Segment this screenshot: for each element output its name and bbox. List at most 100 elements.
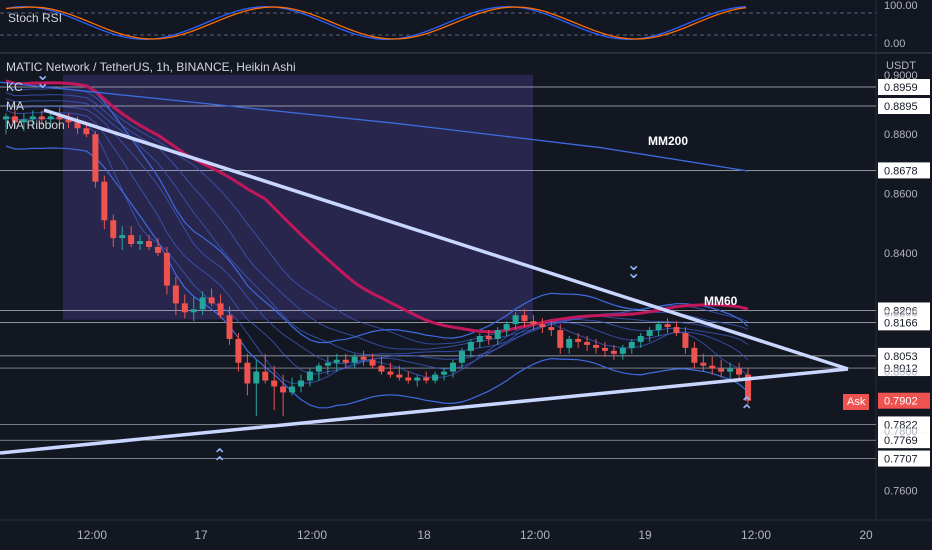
- y-tick-label: 0.8400: [884, 248, 918, 260]
- x-tick-label: 12:00: [77, 528, 107, 542]
- price-level-label: 0.8053: [884, 351, 918, 363]
- candle-body: [119, 235, 126, 239]
- candle: [727, 362, 734, 381]
- candle-body: [289, 386, 296, 393]
- candle-body: [405, 377, 412, 381]
- indicator-ma-ribbon[interactable]: MA Ribbon: [6, 118, 65, 132]
- candle-body: [745, 374, 751, 401]
- candle: [280, 374, 287, 417]
- candle-body: [485, 336, 492, 339]
- chevron-down-icon: ⌄ ⌄: [36, 67, 50, 92]
- ask-price-label: 0.7902: [884, 396, 918, 408]
- ma-ribbon-line: [5, 86, 749, 345]
- highlight-zone: [63, 74, 533, 320]
- candle-body: [476, 336, 483, 342]
- upper-trendline: [43, 108, 849, 371]
- candle: [682, 327, 689, 354]
- indicator-ma[interactable]: MA: [6, 99, 24, 113]
- candle-body: [700, 362, 707, 366]
- mm200-annotation: MM200: [648, 134, 689, 148]
- candle: [467, 338, 474, 357]
- candle: [494, 327, 501, 345]
- stoch-d-line: [5, 6, 747, 40]
- candle-body: [271, 380, 278, 387]
- ask-price-box: [878, 392, 930, 409]
- candle-body: [512, 315, 519, 325]
- candle: [405, 371, 412, 384]
- candle: [601, 341, 608, 357]
- candle: [128, 226, 135, 247]
- candle: [718, 359, 725, 378]
- candle-body: [637, 336, 644, 342]
- candle-body: [709, 365, 716, 369]
- candle-body: [575, 338, 582, 342]
- candle-body: [682, 333, 689, 348]
- candle: [557, 324, 564, 354]
- candle: [548, 321, 555, 336]
- price-level-box: [878, 450, 930, 467]
- candle-body: [65, 119, 72, 123]
- candle-body: [181, 303, 188, 313]
- candle: [306, 368, 313, 387]
- lower-trendline: [0, 367, 849, 455]
- candle: [369, 353, 376, 369]
- price-level-label: 0.7769: [884, 435, 918, 447]
- candle-body: [128, 235, 135, 244]
- candle-body: [3, 116, 9, 120]
- chevron-down-icon: ⌄ ⌄: [627, 257, 641, 282]
- candle: [745, 368, 751, 405]
- candle-body: [441, 371, 448, 375]
- candle-body: [83, 128, 90, 135]
- candle: [441, 368, 448, 381]
- price-level-label: 0.8166: [884, 317, 918, 329]
- candle: [387, 362, 394, 378]
- candle: [20, 113, 27, 132]
- x-tick-label: 18: [417, 528, 431, 542]
- y-tick-label: 0.7800: [884, 426, 918, 438]
- candle: [271, 365, 278, 411]
- candle: [333, 353, 340, 372]
- candle-body: [521, 315, 528, 322]
- candle: [65, 113, 72, 129]
- candle: [619, 344, 626, 360]
- candle-body: [593, 344, 600, 348]
- price-level-box: [878, 162, 930, 179]
- candle: [119, 226, 126, 250]
- stoch-k-line: [5, 6, 747, 40]
- candle-body: [154, 246, 161, 253]
- candle-body: [458, 350, 465, 363]
- candle-body: [351, 356, 358, 363]
- candle: [163, 246, 170, 295]
- candle: [11, 110, 18, 129]
- mm200-line: [0, 81, 749, 172]
- x-tick-label: 12:00: [741, 528, 771, 542]
- candle: [154, 238, 161, 256]
- candle-body: [664, 324, 671, 328]
- candle-body: [566, 338, 573, 348]
- candle-body: [262, 371, 269, 381]
- candle: [539, 318, 546, 334]
- candle: [628, 338, 635, 354]
- candle: [709, 356, 716, 375]
- currency-label: USDT: [886, 60, 916, 72]
- candle: [47, 113, 54, 129]
- candle-body: [56, 116, 63, 120]
- candle: [315, 362, 322, 381]
- candle-body: [226, 315, 233, 339]
- candle: [673, 321, 680, 336]
- candle-body: [548, 327, 555, 331]
- candle-body: [449, 362, 456, 372]
- candle-body: [217, 303, 224, 316]
- x-tick-label: 19: [638, 528, 652, 542]
- candle: [360, 350, 367, 366]
- candle: [396, 365, 403, 381]
- candle: [432, 371, 439, 384]
- stoch-rsi-label: Stoch RSI: [8, 11, 63, 25]
- candle-body: [584, 341, 591, 345]
- indicator-kc[interactable]: KC: [6, 80, 23, 94]
- candle: [190, 297, 197, 322]
- candle: [110, 214, 117, 247]
- candle: [378, 356, 385, 375]
- candle: [646, 327, 653, 342]
